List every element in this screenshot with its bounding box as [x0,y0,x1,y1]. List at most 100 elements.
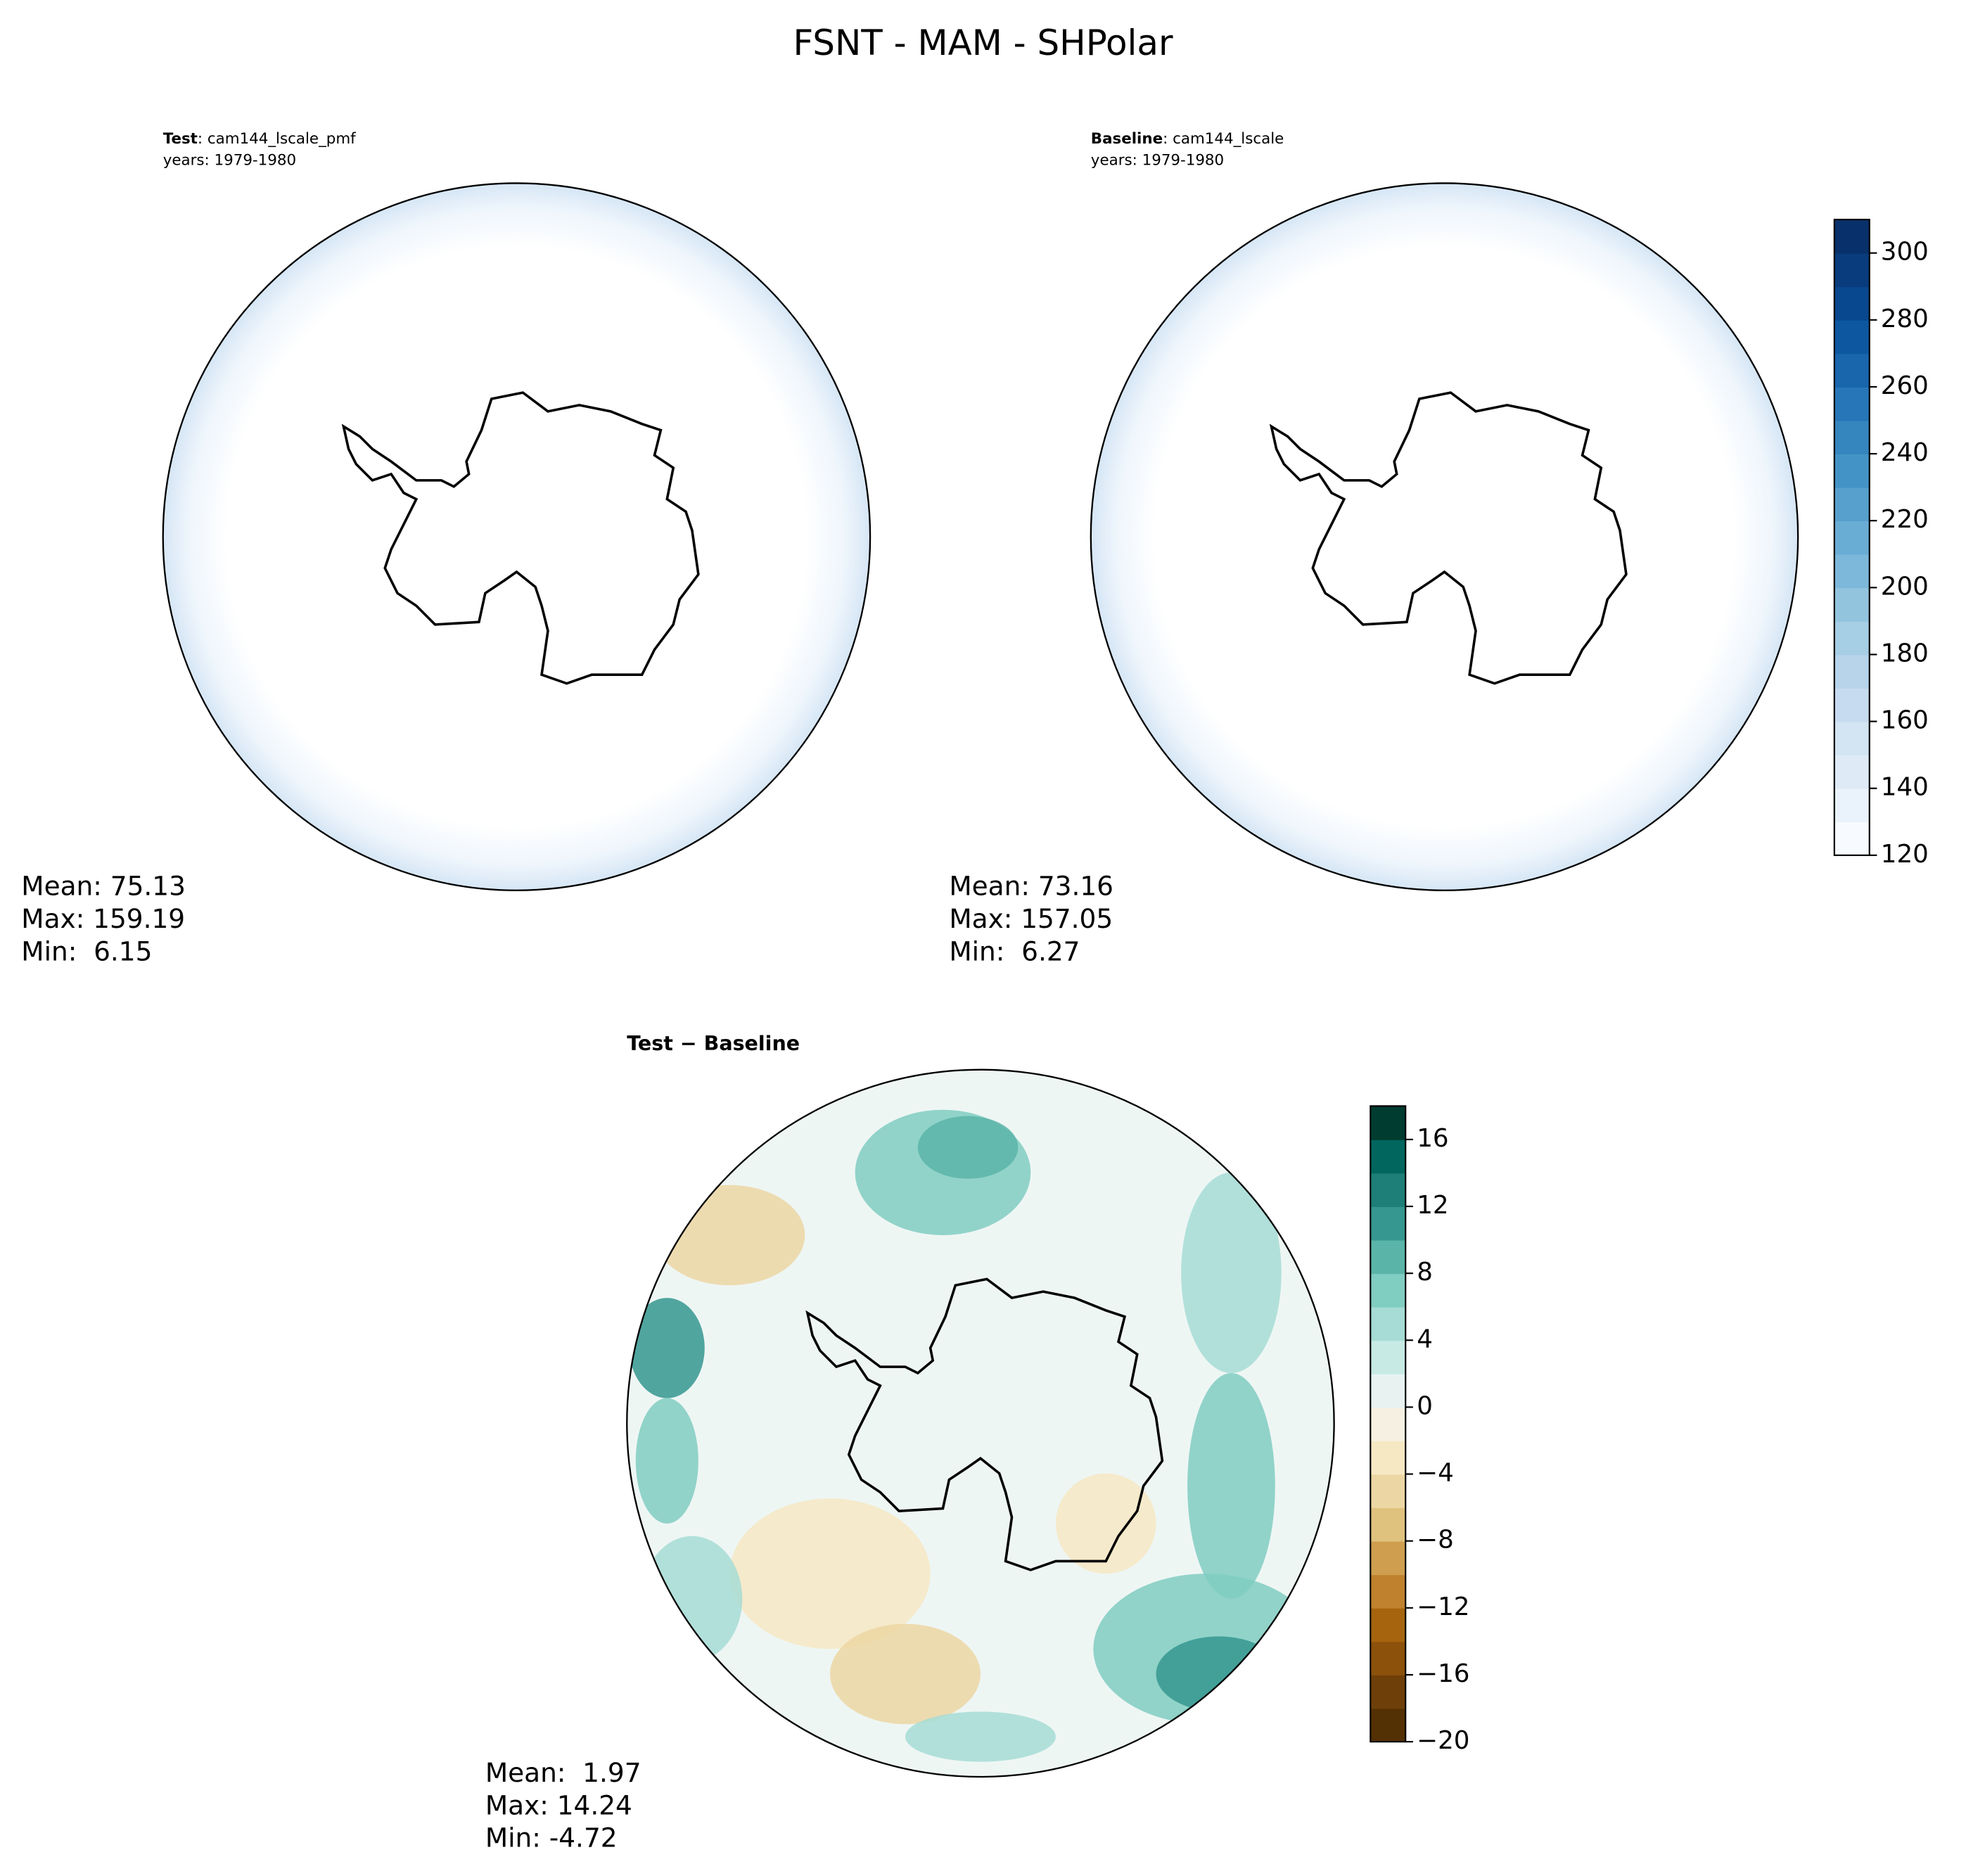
panel-stat: Max: 159.19 [21,903,185,934]
colorbar-segment [1834,755,1870,789]
colorbar-segment [1370,1106,1406,1140]
field-patch [635,1398,698,1524]
map-background [1090,183,1799,891]
map-boundary [626,1068,1335,1778]
colorbar-segment [1370,1206,1406,1241]
colorbar-segment [1834,721,1870,756]
colorbar-tick-label: 240 [1881,438,1929,467]
colorbar-segment [1834,386,1870,421]
colorbar-segment [1834,219,1870,254]
colorbar-tick-label: 8 [1417,1258,1433,1287]
colorbar-tick-label: 180 [1881,639,1929,668]
figure-title: FSNT - MAM - SHPolar [793,23,1173,63]
panel-case: : cam144_lscale_pmf [198,130,356,148]
colorbar-tick-label: −16 [1417,1659,1469,1688]
panel-stat: Mean: 75.13 [21,871,186,902]
field-patch [729,1498,931,1650]
colorbar-segment [1370,1340,1406,1374]
panel-label: Test: cam144_lscale_pmf [163,130,356,148]
colorbar-segment [1834,420,1870,454]
colorbar-segment [1370,1641,1406,1676]
colorbar-tick-label: 0 [1417,1391,1433,1420]
panel-stat: Max: 157.05 [949,903,1113,934]
map-boundary [162,182,872,891]
colorbar-segment [1834,688,1870,722]
colorbar-segment [1370,1173,1406,1207]
panel-stat: Max: 14.24 [485,1789,632,1820]
colorbar-tick-label: 120 [1881,840,1929,869]
map-panel [1090,182,1799,891]
panel-stat: Min: 6.27 [949,936,1080,966]
colorbar-segment [1370,1540,1406,1576]
panel-years: years: 1979-1980 [1091,151,1224,169]
colorbar-segment [1370,1407,1406,1441]
field-patch [1055,1473,1156,1574]
map-boundary [1090,182,1799,891]
colorbar-tick-label: 140 [1881,773,1929,802]
field-patch [641,1536,743,1662]
panel-label-bold: Test − Baseline [627,1032,800,1055]
colorbar-segment [1834,253,1870,288]
colorbar-segment [1370,1441,1406,1475]
colorbar-tick-label: 280 [1881,305,1929,333]
panel-years: years: 1979-1980 [163,151,296,169]
colorbar-tick-label: 4 [1417,1325,1433,1353]
field-patch [1187,1373,1275,1599]
colorbar-segment [1834,654,1870,689]
colorbar-tick-label: −4 [1417,1459,1454,1488]
colorbar-tick-label: 12 [1417,1191,1448,1220]
panel-label-bold: Test [163,130,198,148]
panel-case: : cam144_lscale [1163,130,1284,148]
colorbar-segment [1834,822,1870,856]
colorbar-segment [1834,454,1870,488]
colorbar-tick-label: −20 [1417,1726,1469,1755]
map-field [629,1109,1320,1762]
panel-label-bold: Baseline [1091,130,1163,148]
colorbar-segment [1834,620,1870,656]
colorbar-frame [1833,219,1870,856]
colorbar-segment [1370,1273,1406,1308]
colorbar-segment [1370,1574,1406,1609]
colorbar-segment [1834,353,1870,388]
colorbar-tick-label: 200 [1881,572,1929,601]
panel-stat: Min: -4.72 [485,1823,618,1853]
panel-label: Test − Baseline [627,1032,800,1055]
colorbar-segment [1834,319,1870,355]
colorbar-tick-label: 160 [1881,706,1929,735]
colorbar-segment [1370,1239,1406,1275]
map-panel [162,182,872,891]
panel-label: Baseline: cam144_lscale [1091,130,1284,148]
colorbar-segment [1834,554,1870,589]
colorbar-tick-label: 300 [1881,238,1929,267]
colorbar-segment [1370,1139,1406,1174]
panel-stat: Min: 6.15 [21,936,152,966]
colorbar-segment [1834,487,1870,522]
colorbar-segment [1834,521,1870,555]
map-panel [626,1068,1335,1778]
colorbar-segment [1370,1708,1406,1742]
colorbar-segment [1834,286,1870,321]
colorbar-tick-label: 16 [1417,1124,1448,1153]
field-patch [654,1185,805,1286]
field-patch [905,1711,1056,1762]
colorbar-segment [1370,1474,1406,1509]
panel-stat: Mean: 73.16 [949,871,1113,902]
field-patch [830,1623,981,1725]
colorbar-tick-label: −8 [1417,1526,1454,1555]
colorbar-tick-label: 220 [1881,505,1929,534]
colorbar-segment [1834,587,1870,622]
colorbar-segment [1834,788,1870,823]
panel-stat: Mean: 1.97 [485,1757,641,1788]
colorbar-segment [1370,1373,1406,1408]
colorbar-tick-label: 260 [1881,371,1929,400]
colorbar-segment [1370,1674,1406,1709]
field-patch [629,1298,705,1398]
map-background [162,183,871,891]
colorbar-segment [1370,1607,1406,1642]
colorbar-frame [1370,1105,1407,1743]
field-patch [1156,1636,1282,1712]
colorbar-segment [1370,1507,1406,1542]
field-patch [1181,1172,1282,1374]
